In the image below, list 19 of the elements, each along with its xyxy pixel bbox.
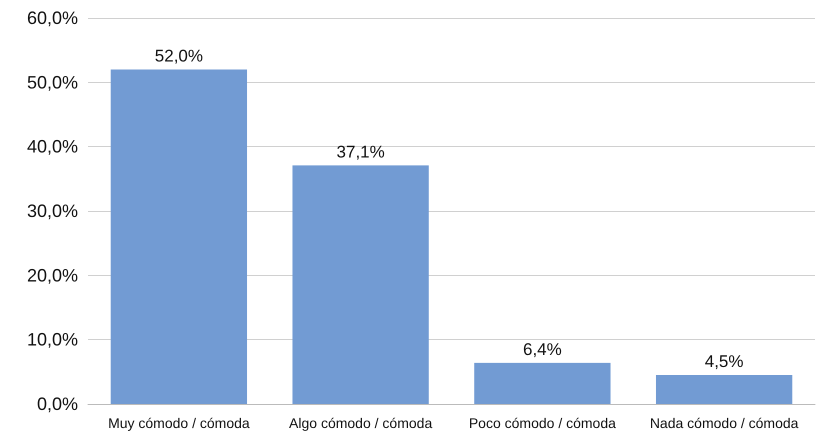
x-tick-label: Muy cómodo / cómoda [108, 415, 250, 431]
data-label: 37,1% [336, 142, 385, 162]
x-tick-label: Algo cómodo / cómoda [289, 415, 432, 431]
x-tick-label: Nada cómodo / cómoda [650, 415, 799, 431]
y-tick-label: 20,0% [26, 265, 78, 286]
y-tick-label: 10,0% [26, 330, 78, 350]
y-tick-label: 50,0% [26, 72, 78, 92]
bar [292, 165, 429, 404]
data-label: 52,0% [154, 46, 203, 66]
y-tick-label: 40,0% [26, 136, 78, 157]
bar [656, 375, 792, 404]
data-label: 4,5% [704, 352, 744, 372]
y-tick-label: 0,0% [36, 394, 78, 414]
x-tick-label: Poco cómodo / cómoda [468, 415, 616, 431]
data-label: 6,4% [523, 340, 562, 359]
bar [474, 362, 611, 404]
bar [110, 69, 248, 404]
y-tick-label: 30,0% [26, 201, 78, 221]
y-tick-label: 60,0% [26, 8, 78, 28]
